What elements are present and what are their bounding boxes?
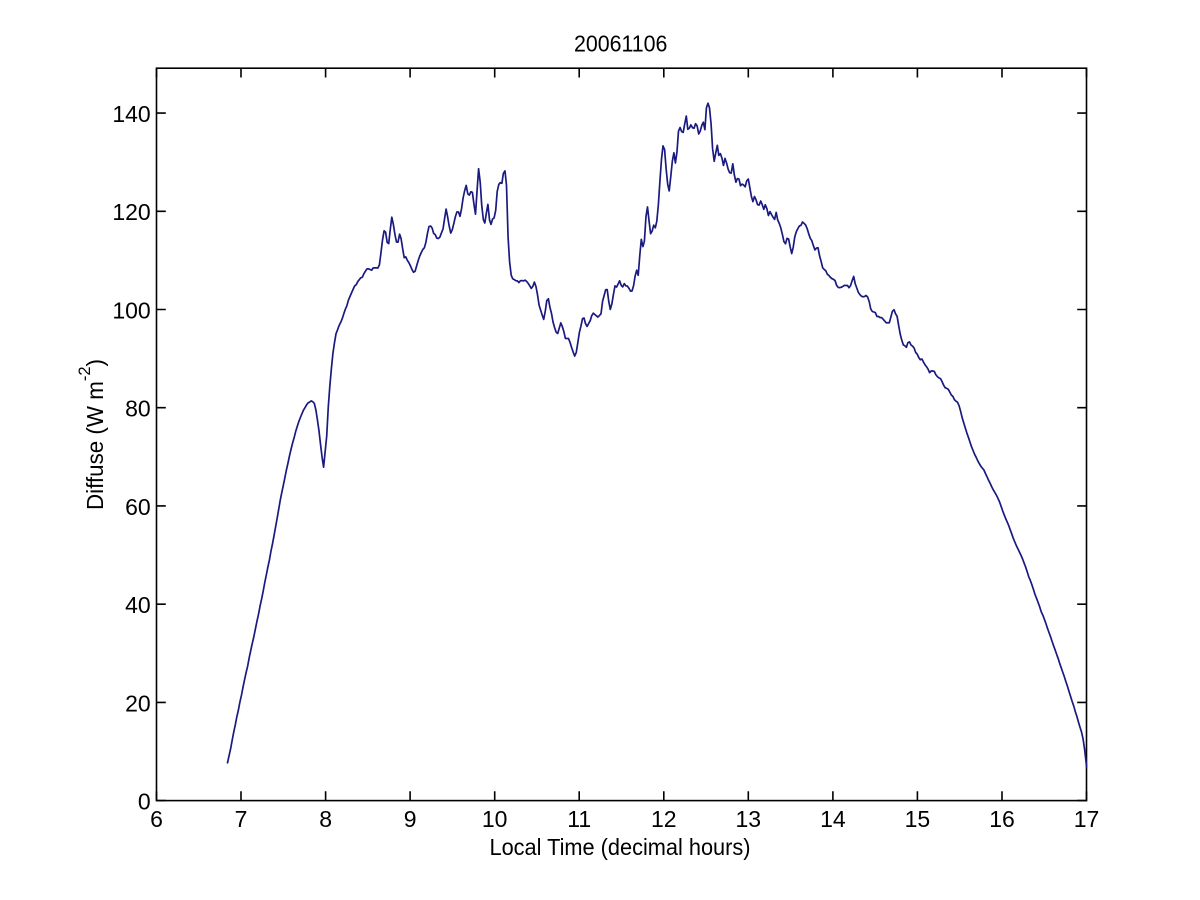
- svg-text:7: 7: [235, 806, 248, 832]
- svg-text:10: 10: [482, 806, 508, 832]
- svg-text:Local Time (decimal hours): Local Time (decimal hours): [490, 834, 751, 860]
- svg-text:13: 13: [736, 806, 762, 832]
- svg-text:14: 14: [820, 806, 846, 832]
- svg-text:6: 6: [150, 806, 163, 832]
- svg-text:15: 15: [905, 806, 931, 832]
- svg-text:100: 100: [112, 297, 150, 323]
- svg-text:140: 140: [112, 101, 150, 127]
- svg-text:80: 80: [125, 396, 151, 422]
- svg-text:8: 8: [319, 806, 332, 832]
- svg-text:11: 11: [567, 806, 591, 832]
- svg-text:40: 40: [125, 592, 151, 618]
- svg-text:9: 9: [404, 806, 417, 832]
- svg-text:0: 0: [138, 789, 151, 815]
- svg-text:120: 120: [112, 199, 150, 225]
- svg-text:17: 17: [1074, 806, 1100, 832]
- svg-text:16: 16: [989, 806, 1015, 832]
- svg-text:20: 20: [125, 690, 151, 716]
- svg-text:12: 12: [651, 806, 677, 832]
- svg-text:20061106: 20061106: [574, 31, 668, 57]
- svg-text:60: 60: [125, 494, 151, 520]
